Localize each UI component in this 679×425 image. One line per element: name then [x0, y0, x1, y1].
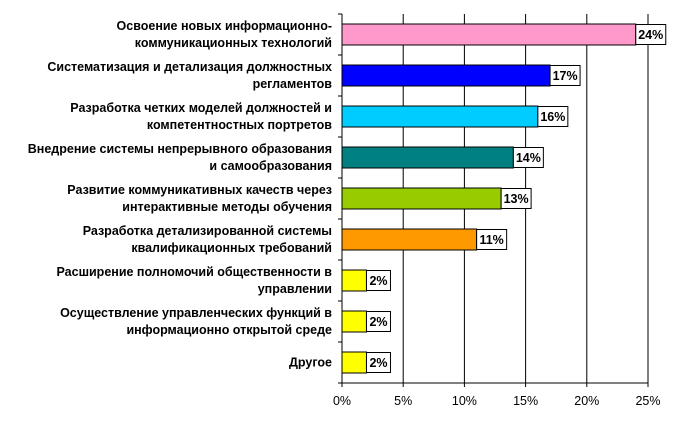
category-label-line: Другое — [289, 356, 332, 370]
data-label: 24% — [638, 28, 663, 42]
category-label: Разработка четких моделей должностей и ко… — [70, 101, 332, 132]
category-label-line: регламентов — [253, 77, 333, 91]
data-label-box — [500, 188, 532, 209]
category-label: Освоение новых информационно-коммуникаци… — [117, 19, 332, 50]
category-label-line: управлении — [258, 282, 332, 296]
category-label: Развитие коммуникативных качеств через ин… — [67, 183, 332, 214]
data-label-box — [365, 270, 391, 291]
bar — [341, 187, 502, 210]
category-label-line: Разработка детализированной системы — [83, 224, 332, 238]
category-label-line: Систематизация и детализация должностных — [47, 60, 332, 74]
bar — [341, 23, 637, 46]
bar — [341, 146, 514, 169]
data-label: 2% — [369, 274, 387, 288]
x-tick-label: 25% — [635, 394, 660, 408]
category-label: Другое — [289, 356, 332, 370]
axes — [338, 13, 649, 387]
x-tick-label: 20% — [574, 394, 599, 408]
data-label: 16% — [540, 110, 565, 124]
data-label-box — [476, 229, 508, 250]
category-label-line: Осуществление управленческих функций в — [60, 306, 332, 320]
bar — [341, 310, 367, 333]
category-label: Систематизация и детализация должностных… — [47, 60, 332, 91]
data-labels: 24% 17% 16% 14% 13% 11% 2% 2% 2% — [365, 24, 667, 373]
data-label-box — [549, 65, 581, 86]
category-label: Внедрение системы непрерывного образован… — [28, 142, 332, 173]
bar — [341, 269, 367, 292]
bar — [341, 228, 478, 251]
category-label-line: коммуникационных технологий — [135, 36, 332, 50]
data-label: 17% — [553, 69, 578, 83]
data-label: 2% — [369, 315, 387, 329]
data-label: 2% — [369, 356, 387, 370]
x-tick-labels: 0% 5% 10% 15% 20% 25% — [333, 394, 661, 408]
bar — [341, 105, 539, 128]
data-label-box — [537, 106, 569, 127]
category-label-line: Разработка четких моделей должностей и — [70, 101, 332, 115]
data-label-box — [635, 24, 667, 45]
category-label: Расширение полномочий общественности в уп… — [57, 265, 333, 296]
category-labels: Освоение новых информационно-коммуникаци… — [28, 19, 333, 370]
category-label-line: информационно открытой среде — [126, 323, 332, 337]
data-label-box — [365, 311, 391, 332]
bars — [341, 23, 637, 374]
category-label-line: Освоение новых информационно- — [117, 19, 332, 33]
x-tick-label: 15% — [513, 394, 538, 408]
category-label: Разработка детализированной системы квали… — [83, 224, 332, 255]
category-label-line: квалификационных требований — [131, 241, 332, 255]
category-label: Осуществление управленческих функций в ин… — [60, 306, 332, 337]
x-tick-label: 0% — [333, 394, 351, 408]
bar — [341, 64, 551, 87]
category-label-line: Расширение полномочий общественности в — [57, 265, 333, 279]
category-label-line: компетентностных портретов — [147, 118, 332, 132]
bar — [341, 351, 367, 374]
category-label-line: и самообразования — [209, 159, 332, 173]
x-tick-label: 10% — [452, 394, 477, 408]
data-label: 11% — [479, 233, 503, 247]
data-label: 14% — [516, 151, 541, 165]
x-tick-label: 5% — [394, 394, 412, 408]
data-label: 13% — [504, 192, 529, 206]
data-label-box — [512, 147, 544, 168]
category-label-line: Развитие коммуникативных качеств через — [67, 183, 332, 197]
category-label-line: Внедрение системы непрерывного образован… — [28, 142, 332, 156]
category-label-line: интерактивные методы обучения — [122, 200, 332, 214]
data-label-box — [365, 352, 391, 373]
